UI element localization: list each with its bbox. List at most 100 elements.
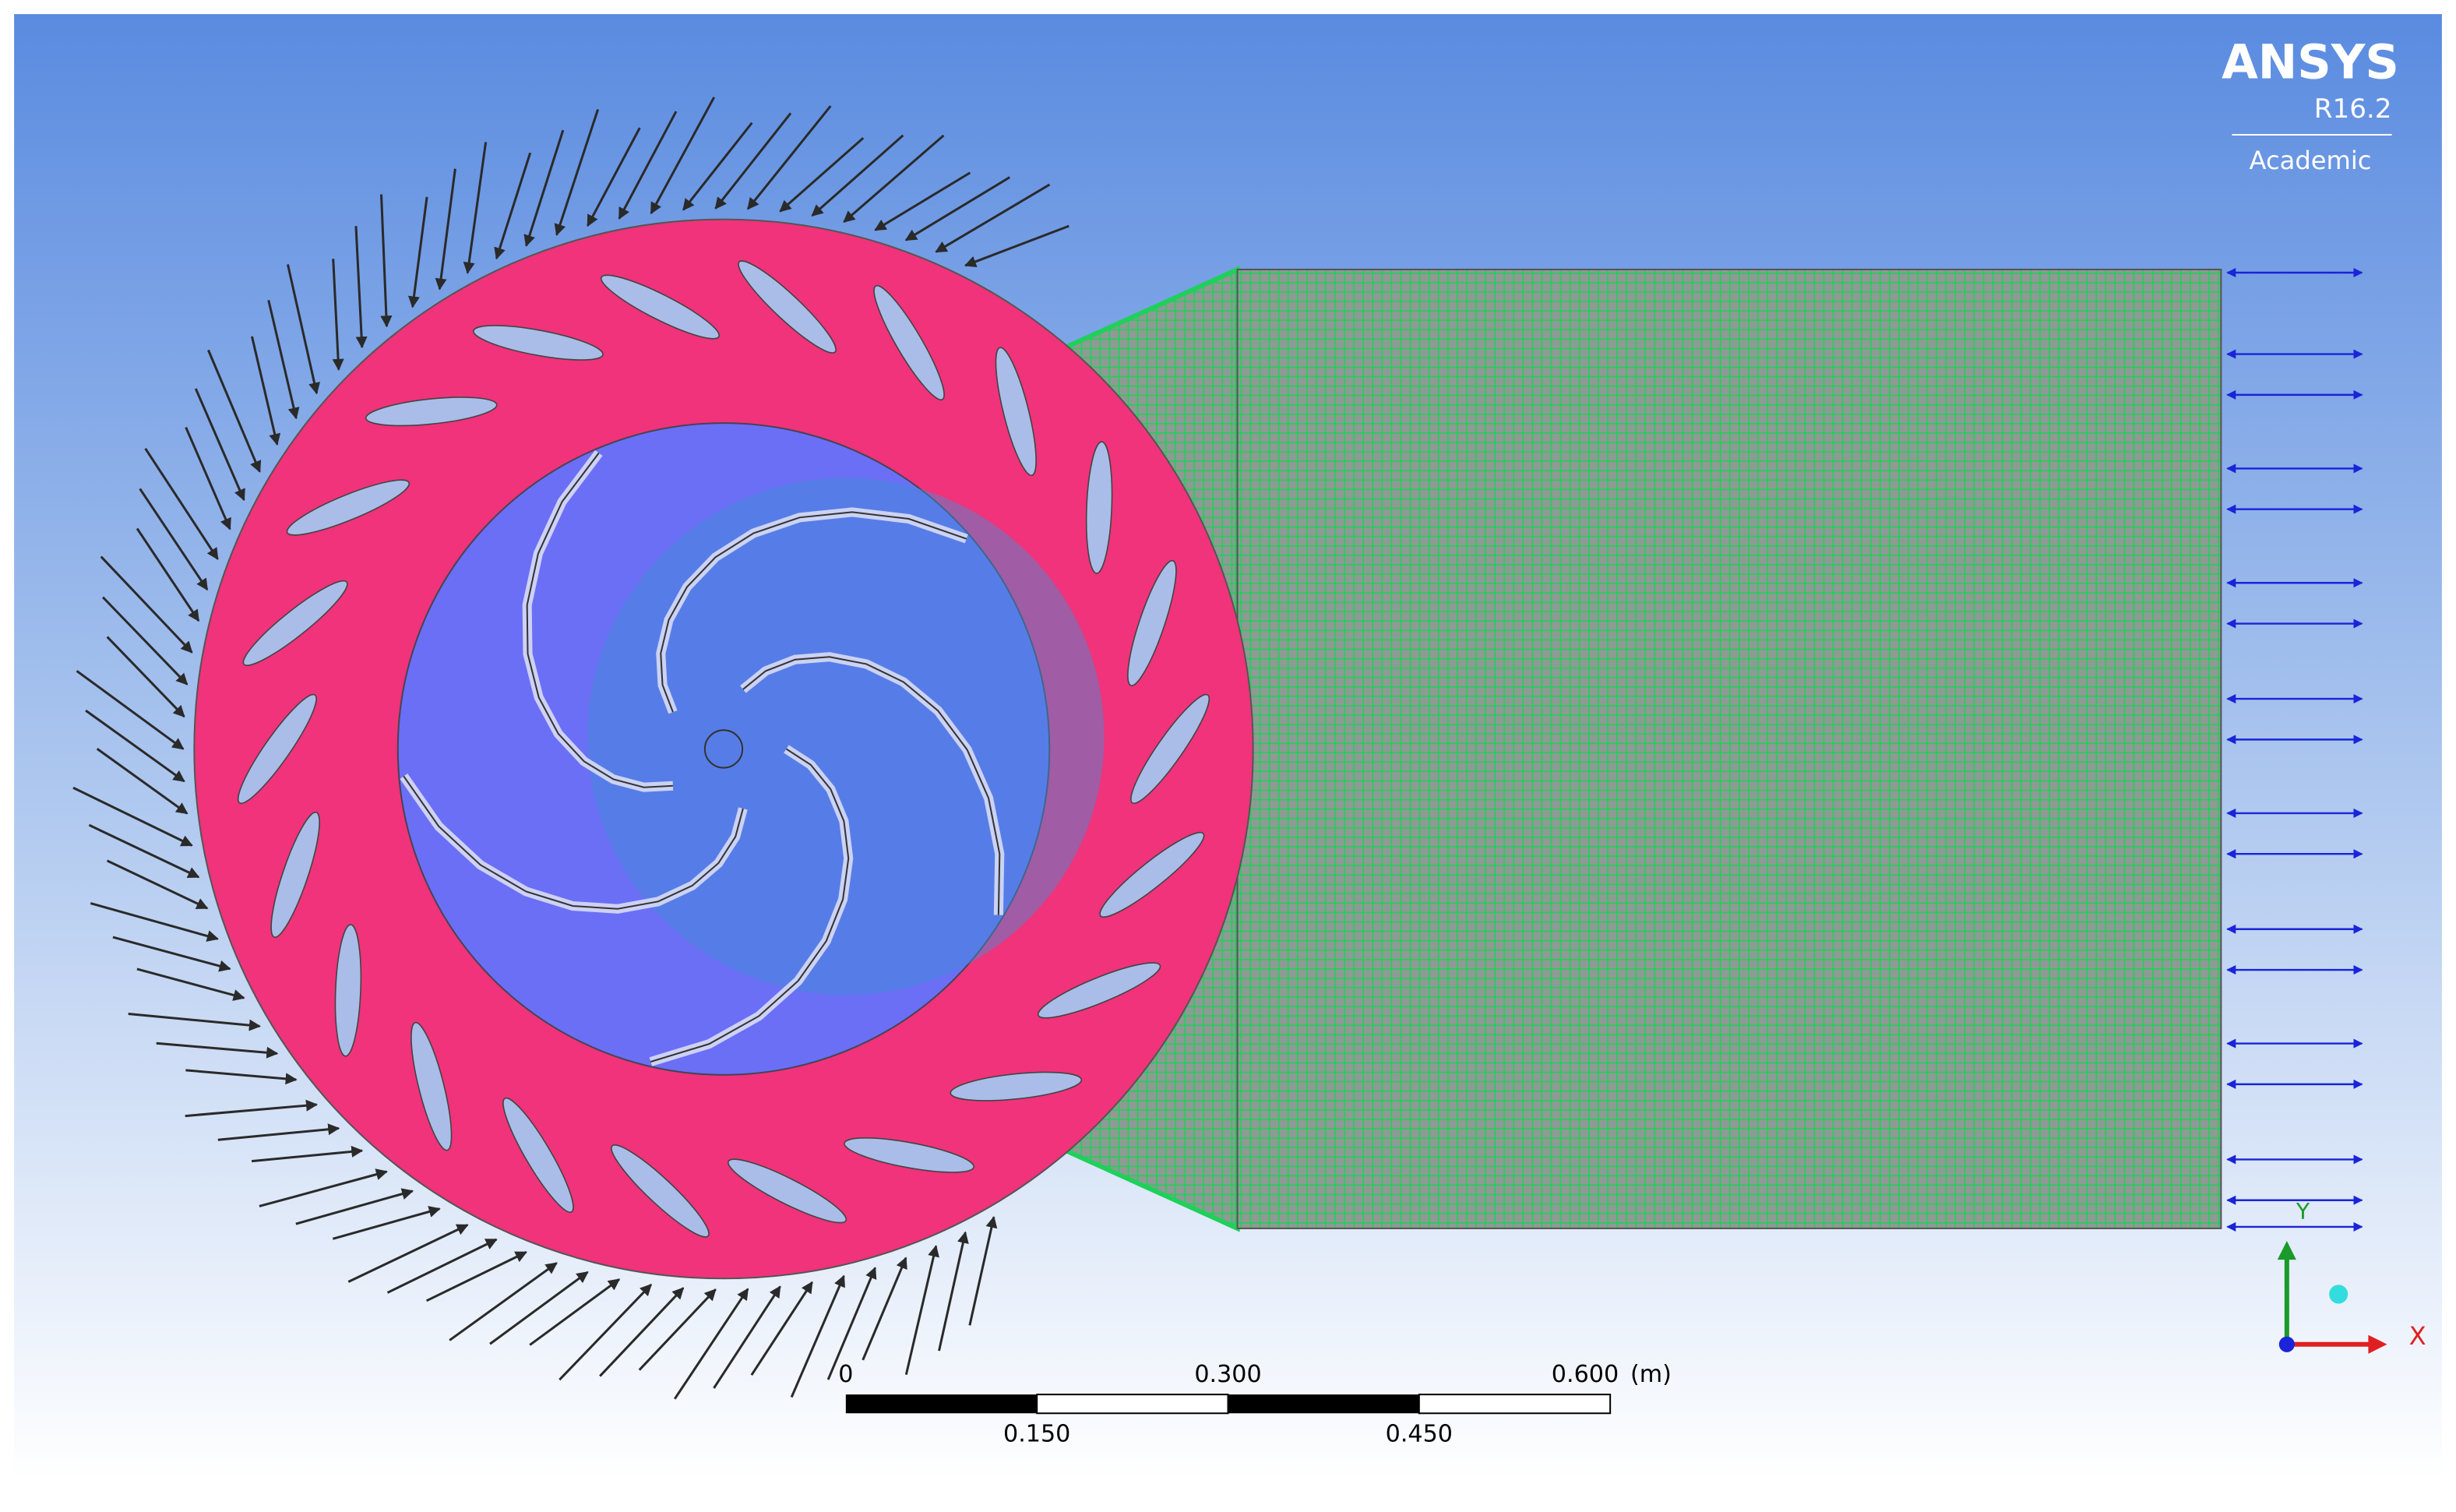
vane	[1127, 559, 1177, 686]
load-arrow	[267, 299, 300, 420]
scale-unit: (m)	[1630, 1361, 1672, 1388]
load-arrow	[332, 259, 344, 371]
load-arrow	[101, 596, 189, 686]
load-arrow	[463, 142, 488, 274]
blade-edge	[526, 452, 673, 788]
load-arrow	[112, 936, 231, 972]
load-arrow	[136, 527, 200, 622]
load-arrow	[826, 1267, 877, 1380]
load-arrow	[72, 786, 193, 847]
vane	[473, 325, 604, 361]
load-arrow	[251, 1145, 364, 1163]
impeller-overlay	[587, 478, 1105, 996]
vane	[728, 1158, 847, 1224]
vane	[334, 924, 362, 1057]
load-arrow	[347, 1224, 469, 1283]
scale-label: 0.600	[1552, 1361, 1619, 1388]
load-arrow	[968, 1215, 998, 1326]
vane	[286, 479, 411, 536]
load-arrow	[287, 264, 320, 395]
load-arrow	[489, 1271, 589, 1345]
load-arrow	[185, 1069, 298, 1085]
vane	[611, 1144, 710, 1238]
load-arrow	[386, 1238, 498, 1294]
load-arrow	[259, 1168, 388, 1207]
vane	[1099, 831, 1205, 918]
load-arrow	[88, 823, 200, 879]
triad-y-label: Y	[2296, 1199, 2310, 1225]
load-arrow	[250, 336, 281, 446]
load-arrow	[650, 97, 716, 215]
load-arrow	[587, 127, 641, 227]
blade-edge	[403, 775, 744, 910]
vane	[1037, 962, 1161, 1019]
scale-label: 0.300	[1194, 1361, 1261, 1388]
load-arrow	[435, 168, 456, 291]
load-arrow	[779, 136, 865, 213]
scale-label: 0	[838, 1361, 853, 1388]
vane	[873, 284, 945, 401]
vane	[950, 1071, 1083, 1101]
triad-x-head	[2368, 1334, 2387, 1354]
triad-y-head	[2277, 1241, 2296, 1260]
load-arrow	[811, 134, 904, 217]
load-arrow	[673, 1288, 749, 1400]
load-arrow	[935, 183, 1051, 253]
load-arrows	[72, 97, 1069, 1400]
vane	[844, 1137, 974, 1173]
scale-label: 0.150	[1003, 1420, 1070, 1447]
scale-seg	[1418, 1394, 1612, 1415]
vane	[995, 347, 1037, 477]
load-arrow	[529, 1278, 621, 1346]
load-arrow	[554, 108, 600, 236]
diffuser-vanes	[237, 260, 1210, 1238]
impeller	[396, 422, 1051, 1076]
triad-ball	[2329, 1285, 2349, 1304]
load-arrow	[90, 902, 219, 942]
vane	[1085, 441, 1113, 574]
vane	[738, 260, 837, 354]
domain-mesh	[1236, 268, 2222, 1229]
load-arrow	[144, 447, 219, 560]
outlet-arrows	[2226, 267, 2363, 1232]
load-arrow	[156, 1041, 279, 1059]
vane	[600, 274, 720, 340]
load-arrow	[746, 105, 832, 210]
load-arrow	[207, 349, 262, 473]
load-arrow	[714, 112, 792, 210]
load-arrow	[599, 1287, 685, 1377]
load-arrow	[682, 122, 753, 211]
vane	[411, 1021, 453, 1151]
load-arrow	[194, 388, 245, 502]
load-arrow	[85, 709, 185, 783]
load-arrow	[128, 1013, 261, 1031]
load-arrow	[185, 426, 231, 530]
load-arrow	[106, 859, 209, 910]
impeller-blades	[400, 449, 1005, 1066]
load-arrow	[449, 1262, 558, 1341]
load-arrow	[185, 1099, 319, 1118]
scale-label: 0.450	[1386, 1420, 1453, 1447]
load-arrow	[618, 111, 678, 220]
scale-seg	[845, 1394, 1038, 1414]
load-arrow	[136, 967, 245, 1001]
vane	[502, 1097, 574, 1213]
triad-z	[2278, 1336, 2295, 1352]
vane	[237, 693, 317, 805]
load-arrow	[407, 196, 428, 308]
load-arrow	[139, 488, 209, 591]
hub	[703, 729, 744, 769]
load-arrow	[100, 555, 193, 654]
load-arrow	[713, 1285, 781, 1389]
blade-edge	[650, 748, 850, 1063]
vane	[242, 580, 348, 666]
load-arrow	[964, 224, 1069, 268]
load-arrow	[638, 1288, 717, 1371]
load-arrow	[106, 636, 185, 718]
load-arrow	[295, 1188, 414, 1225]
vane	[365, 397, 498, 427]
load-arrow	[494, 152, 532, 260]
load-arrow	[354, 226, 368, 349]
logo-name: ANSYS	[2222, 36, 2399, 90]
